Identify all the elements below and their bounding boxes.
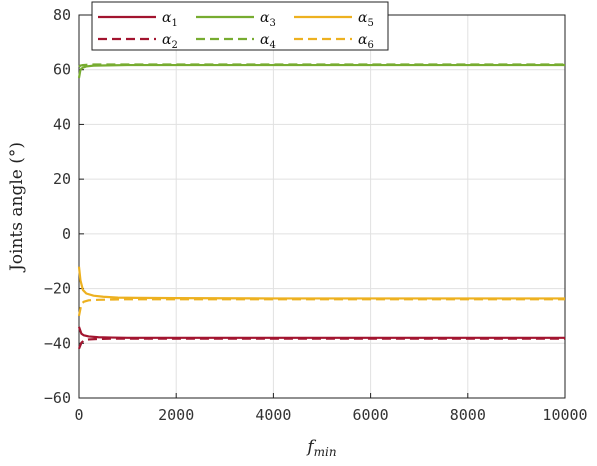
- legend-box: [91, 1, 389, 51]
- series-lines: [77, 63, 565, 350]
- x-tick-label: 4000: [255, 406, 291, 424]
- x-axis-label-main: f: [305, 437, 316, 457]
- legend-label-alpha-2: α2: [162, 32, 178, 51]
- x-tick-label: 10000: [542, 406, 587, 424]
- legend-label-alpha-5: α5: [358, 10, 374, 29]
- legend-label-main: α: [260, 32, 270, 48]
- x-tick-label: 8000: [450, 406, 486, 424]
- y-tick-label: 60: [53, 61, 71, 79]
- legend-label-alpha-3: α3: [260, 10, 276, 29]
- legend-label-sub: 4: [269, 40, 275, 51]
- legend-label-alpha-6: α6: [358, 32, 374, 51]
- legend-label-main: α: [162, 32, 172, 48]
- legend-label-main: α: [358, 10, 368, 26]
- series-line-alpha-1: [77, 326, 565, 339]
- y-tick-label: 20: [53, 170, 71, 188]
- x-tick-label: 2000: [158, 406, 194, 424]
- legend-label-sub: 2: [171, 40, 177, 51]
- legend-label-alpha-4: α4: [260, 32, 276, 51]
- y-tick-label: −20: [44, 280, 71, 298]
- x-axis-label-sub: min: [314, 445, 337, 459]
- series-line-alpha-3: [77, 63, 565, 79]
- y-axis-label: Joints angle (°): [7, 142, 27, 273]
- legend-label-sub: 3: [269, 18, 275, 29]
- y-tick-label: 40: [53, 115, 71, 133]
- legend-label-alpha-1: α1: [162, 10, 178, 29]
- axis-ticks: 0 2000 4000 6000 8000 10000 80 60 40 20 0 −20 −40 −60: [44, 6, 588, 424]
- y-tick-label: 80: [53, 6, 71, 24]
- legend-label-main: α: [358, 32, 368, 48]
- series-line-alpha-5: [77, 266, 565, 300]
- plot-frame: [78, 14, 566, 399]
- x-tick-label: 0: [74, 406, 83, 424]
- x-tick-label: 6000: [353, 406, 389, 424]
- legend-label-sub: 5: [367, 18, 373, 29]
- legend-label-main: α: [162, 10, 172, 26]
- legend-label-sub: 1: [171, 18, 177, 29]
- y-tick-label: −40: [44, 334, 71, 352]
- legend-label-sub: 6: [367, 40, 373, 51]
- series-line-alpha-6: [77, 298, 565, 317]
- grid-lines: [78, 14, 566, 399]
- series-line-alpha-2: [77, 337, 565, 350]
- y-tick-label: −60: [44, 389, 71, 407]
- x-axis-label: fmin: [305, 437, 336, 459]
- series-line-alpha-4: [78, 63, 565, 68]
- y-tick-label: 0: [62, 225, 71, 243]
- legend-label-main: α: [260, 10, 270, 26]
